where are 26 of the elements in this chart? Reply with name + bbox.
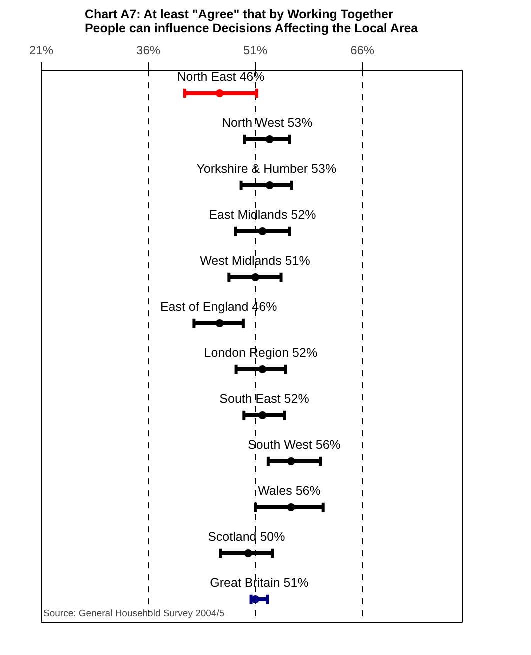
x-tick-label: 36% xyxy=(136,44,161,58)
point xyxy=(216,320,224,328)
category-label: West Midlands 51% xyxy=(200,254,310,268)
point xyxy=(258,366,267,374)
point xyxy=(258,228,267,236)
x-tick-label: 66% xyxy=(350,44,375,58)
x-tick-label: 51% xyxy=(244,44,268,58)
category-label: East Midlands 52% xyxy=(209,208,316,222)
point xyxy=(287,458,296,466)
category-label: North West 53% xyxy=(222,116,313,130)
point xyxy=(258,412,267,420)
x-tick-label: 21% xyxy=(29,44,54,58)
point xyxy=(216,90,224,98)
point xyxy=(252,274,260,282)
point xyxy=(266,136,274,144)
category-label: Scotland 50% xyxy=(208,530,286,544)
chart-title: Chart A7: At least "Agree" that by Working Together People can influence Decisions Affecting the Local Area xyxy=(84,8,420,36)
category-label: South East 52% xyxy=(220,392,310,406)
point xyxy=(266,182,274,190)
category-label: Wales 56% xyxy=(258,484,321,498)
point xyxy=(287,504,296,512)
point xyxy=(244,550,252,558)
category-label: North East 46% xyxy=(177,70,265,84)
category-label: London Region 52% xyxy=(204,346,318,360)
category-label: East of England 46% xyxy=(160,300,278,314)
category-label: Great Britain 51% xyxy=(210,576,309,590)
